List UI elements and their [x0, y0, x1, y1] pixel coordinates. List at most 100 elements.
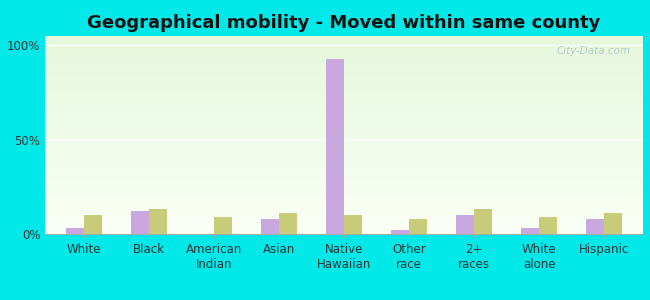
Bar [586, 219, 604, 234]
Bar [46, 41, 643, 44]
Bar [46, 56, 643, 58]
Bar [46, 88, 643, 90]
Bar [46, 91, 643, 93]
Bar [46, 68, 643, 70]
Bar [46, 73, 643, 76]
Bar [46, 58, 643, 61]
Bar [46, 167, 643, 170]
Bar [46, 113, 643, 115]
Bar [46, 100, 643, 103]
Bar [46, 66, 643, 68]
Bar [46, 172, 643, 175]
Bar [46, 219, 643, 222]
Bar [84, 215, 102, 234]
Bar [46, 70, 643, 73]
Bar [66, 228, 84, 234]
Bar [46, 110, 643, 113]
Bar [46, 160, 643, 162]
Bar [46, 125, 643, 128]
Bar [391, 230, 409, 234]
Bar [261, 219, 279, 234]
Bar [46, 209, 643, 212]
Bar [46, 175, 643, 177]
Bar [46, 120, 643, 123]
Bar [344, 215, 362, 234]
Bar [46, 147, 643, 150]
Bar [46, 157, 643, 160]
Bar [46, 46, 643, 48]
Bar [46, 51, 643, 53]
Bar [46, 145, 643, 147]
Bar [46, 85, 643, 88]
Bar [46, 165, 643, 167]
Bar [46, 133, 643, 135]
Legend: East Moline, IL, Illinois: East Moline, IL, Illinois [240, 296, 448, 300]
Bar [46, 212, 643, 214]
Bar [46, 105, 643, 108]
Bar [46, 38, 643, 41]
Bar [46, 76, 643, 78]
Bar [46, 200, 643, 202]
Bar [46, 204, 643, 207]
Bar [456, 215, 474, 234]
Bar [46, 135, 643, 137]
Bar [46, 48, 643, 51]
Bar [326, 58, 344, 234]
Bar [46, 226, 643, 229]
Bar [149, 209, 167, 234]
Bar [214, 217, 232, 234]
Bar [46, 63, 643, 66]
Bar [539, 217, 557, 234]
Bar [279, 213, 297, 234]
Bar [46, 229, 643, 232]
Bar [46, 152, 643, 155]
Bar [46, 93, 643, 95]
Bar [46, 128, 643, 130]
Bar [46, 123, 643, 125]
Bar [46, 118, 643, 120]
Bar [46, 137, 643, 140]
Bar [46, 130, 643, 133]
Bar [46, 190, 643, 192]
Bar [46, 95, 643, 98]
Bar [46, 214, 643, 217]
Bar [46, 177, 643, 179]
Bar [46, 184, 643, 187]
Bar [46, 103, 643, 105]
Bar [46, 140, 643, 142]
Bar [46, 53, 643, 56]
Bar [46, 61, 643, 63]
Bar [46, 170, 643, 172]
Bar [46, 179, 643, 182]
Bar [46, 78, 643, 80]
Bar [46, 80, 643, 83]
Bar [46, 83, 643, 86]
Bar [46, 222, 643, 224]
Bar [604, 213, 622, 234]
Bar [46, 108, 643, 110]
Bar [46, 232, 643, 234]
Bar [46, 98, 643, 100]
Bar [46, 162, 643, 165]
Bar [46, 217, 643, 219]
Bar [474, 209, 492, 234]
Bar [131, 212, 149, 234]
Bar [46, 44, 643, 46]
Bar [46, 155, 643, 157]
Bar [46, 197, 643, 199]
Title: Geographical mobility - Moved within same county: Geographical mobility - Moved within sam… [88, 14, 601, 32]
Bar [46, 115, 643, 118]
Bar [46, 207, 643, 209]
Bar [46, 187, 643, 190]
Bar [46, 182, 643, 184]
Bar [521, 228, 539, 234]
Text: City-Data.com: City-Data.com [557, 46, 631, 56]
Bar [46, 150, 643, 152]
Bar [46, 224, 643, 226]
Bar [46, 36, 643, 38]
Bar [409, 219, 427, 234]
Bar [46, 142, 643, 145]
Bar [46, 202, 643, 204]
Bar [46, 192, 643, 194]
Bar [46, 194, 643, 197]
